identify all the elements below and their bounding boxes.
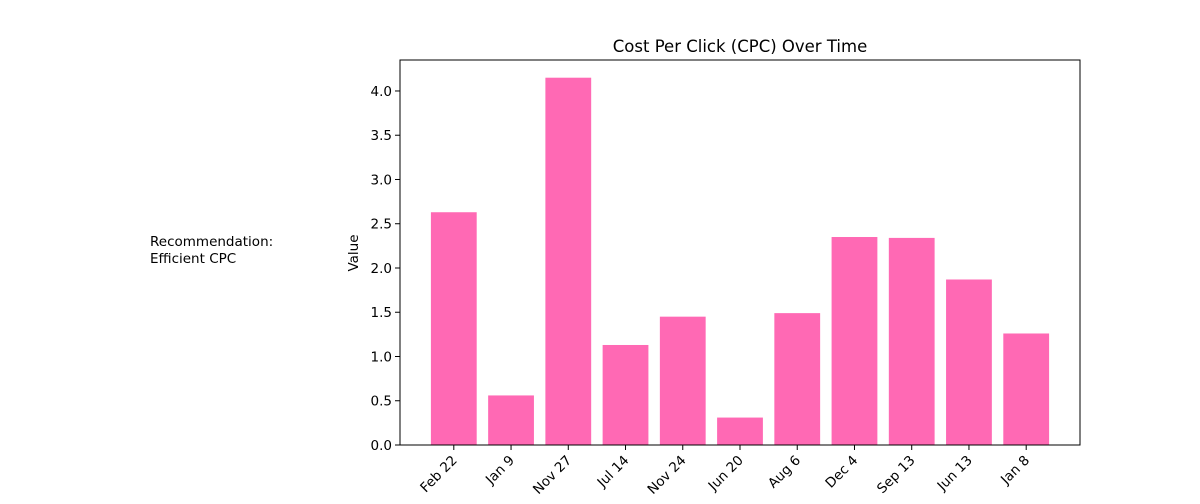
x-tick-label: Nov 27 <box>530 453 575 498</box>
x-tick-label: Jun 20 <box>705 453 747 495</box>
y-tick-label: 3.0 <box>371 172 392 188</box>
y-tick-label: 4.0 <box>371 84 392 100</box>
x-tick-label: Jun 13 <box>934 453 976 495</box>
y-tick-label: 1.0 <box>371 349 392 365</box>
bar <box>888 237 935 445</box>
x-axis: Feb 22 Jan 9 Nov 27 Jul 14 Nov 24 Jun 20 Aug 6… <box>417 445 1033 498</box>
y-tick-label: 3.5 <box>371 128 392 144</box>
y-tick-label: 2.5 <box>371 217 392 233</box>
x-tick-label: Nov 24 <box>644 453 689 498</box>
bar-series <box>430 77 1050 446</box>
bar <box>602 344 649 445</box>
bar <box>1003 333 1050 445</box>
bar <box>774 313 821 445</box>
x-tick-label: Jan 8 <box>997 453 1033 489</box>
y-tick-label: 1.5 <box>371 305 392 321</box>
bar <box>545 77 592 446</box>
plot-frame <box>399 59 1081 446</box>
y-axis: 0.0 0.5 1.0 1.5 2.0 2.5 3.0 3.5 4.0 <box>371 84 400 454</box>
y-tick-label: 0.0 <box>371 438 392 454</box>
x-tick-label: Dec 4 <box>822 453 861 492</box>
x-tick-label: Jan 9 <box>482 453 518 489</box>
bar <box>488 395 534 445</box>
chart-title: Cost Per Click (CPC) Over Time <box>613 37 867 56</box>
y-tick-label: 2.0 <box>371 261 392 277</box>
x-tick-label: Feb 22 <box>417 453 460 496</box>
x-tick-label: Jul 14 <box>594 453 633 492</box>
recommendation-annotation: Recommendation: Efficient CPC <box>150 234 273 268</box>
annotation-line-1: Recommendation: <box>150 234 274 250</box>
x-tick-label: Aug 6 <box>765 453 804 492</box>
y-tick-label: 0.5 <box>371 394 392 410</box>
bar <box>946 279 992 445</box>
bar <box>430 212 477 445</box>
bar <box>659 316 706 445</box>
bar <box>717 417 763 445</box>
y-axis-label: Value <box>346 234 362 271</box>
annotation-line-2: Efficient CPC <box>150 251 237 267</box>
bar <box>831 237 878 445</box>
x-tick-label: Sep 13 <box>874 453 918 497</box>
